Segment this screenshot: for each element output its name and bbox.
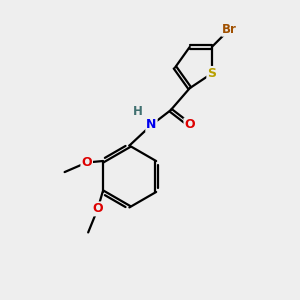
Text: O: O [92, 202, 103, 215]
Text: N: N [146, 118, 157, 131]
Text: S: S [207, 67, 216, 80]
Text: H: H [133, 105, 143, 118]
Text: Br: Br [222, 23, 237, 36]
Text: O: O [184, 118, 195, 131]
Text: methoxy: methoxy [64, 161, 125, 175]
Text: methoxy: methoxy [63, 161, 124, 175]
Text: O: O [81, 156, 92, 169]
